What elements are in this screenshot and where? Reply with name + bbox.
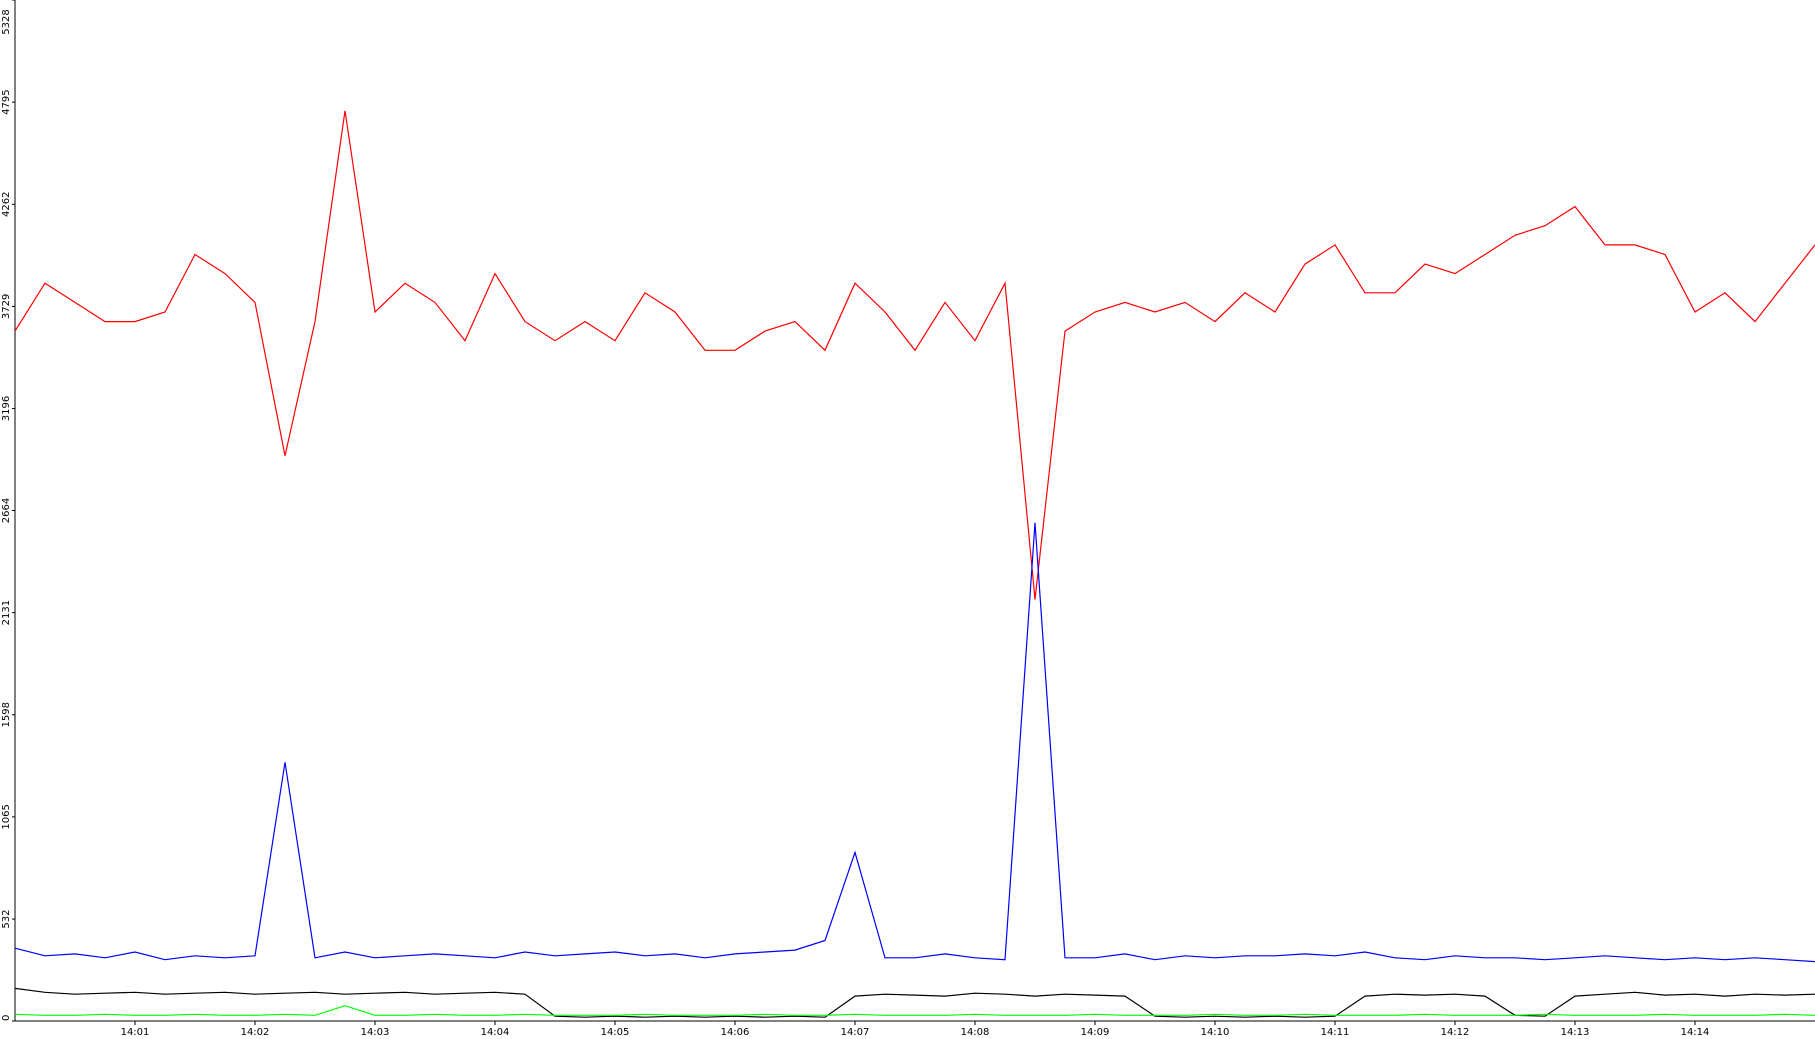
y-tick-label: 5328 <box>1 9 12 34</box>
y-tick-label: 0 <box>1 1015 12 1021</box>
y-tick-label: 3729 <box>1 294 12 319</box>
series-line <box>14 110 1815 600</box>
series-line <box>14 522 1815 963</box>
y-tick-label: 4795 <box>1 89 12 114</box>
y-tick-label: 2131 <box>1 600 12 625</box>
x-tick-label: 14:03 <box>361 1027 390 1038</box>
x-tick-label: 14:14 <box>1681 1027 1710 1038</box>
x-tick-label: 14:13 <box>1561 1027 1590 1038</box>
series-line <box>14 1005 1815 1016</box>
y-tick-label: 3196 <box>1 396 12 421</box>
x-tick-label: 14:08 <box>961 1027 990 1038</box>
x-tick-label: 14:07 <box>841 1027 870 1038</box>
x-tick-label: 14:04 <box>481 1027 510 1038</box>
x-tick-label: 14:05 <box>601 1027 630 1038</box>
y-tick-label: 4262 <box>1 192 12 217</box>
x-tick-label: 14:01 <box>121 1027 150 1038</box>
x-tick-label: 14:02 <box>241 1027 270 1038</box>
x-tick-label: 14:09 <box>1081 1027 1110 1038</box>
y-tick-label: 532 <box>1 910 12 929</box>
x-tick-label: 14:06 <box>721 1027 750 1038</box>
y-tick-label: 1065 <box>1 804 12 829</box>
y-tick-label: 2664 <box>1 498 12 523</box>
x-tick-label: 14:10 <box>1201 1027 1230 1038</box>
x-tick-label: 14:11 <box>1321 1027 1350 1038</box>
y-tick-label: 1598 <box>1 702 12 727</box>
x-tick-label: 14:12 <box>1441 1027 1470 1038</box>
